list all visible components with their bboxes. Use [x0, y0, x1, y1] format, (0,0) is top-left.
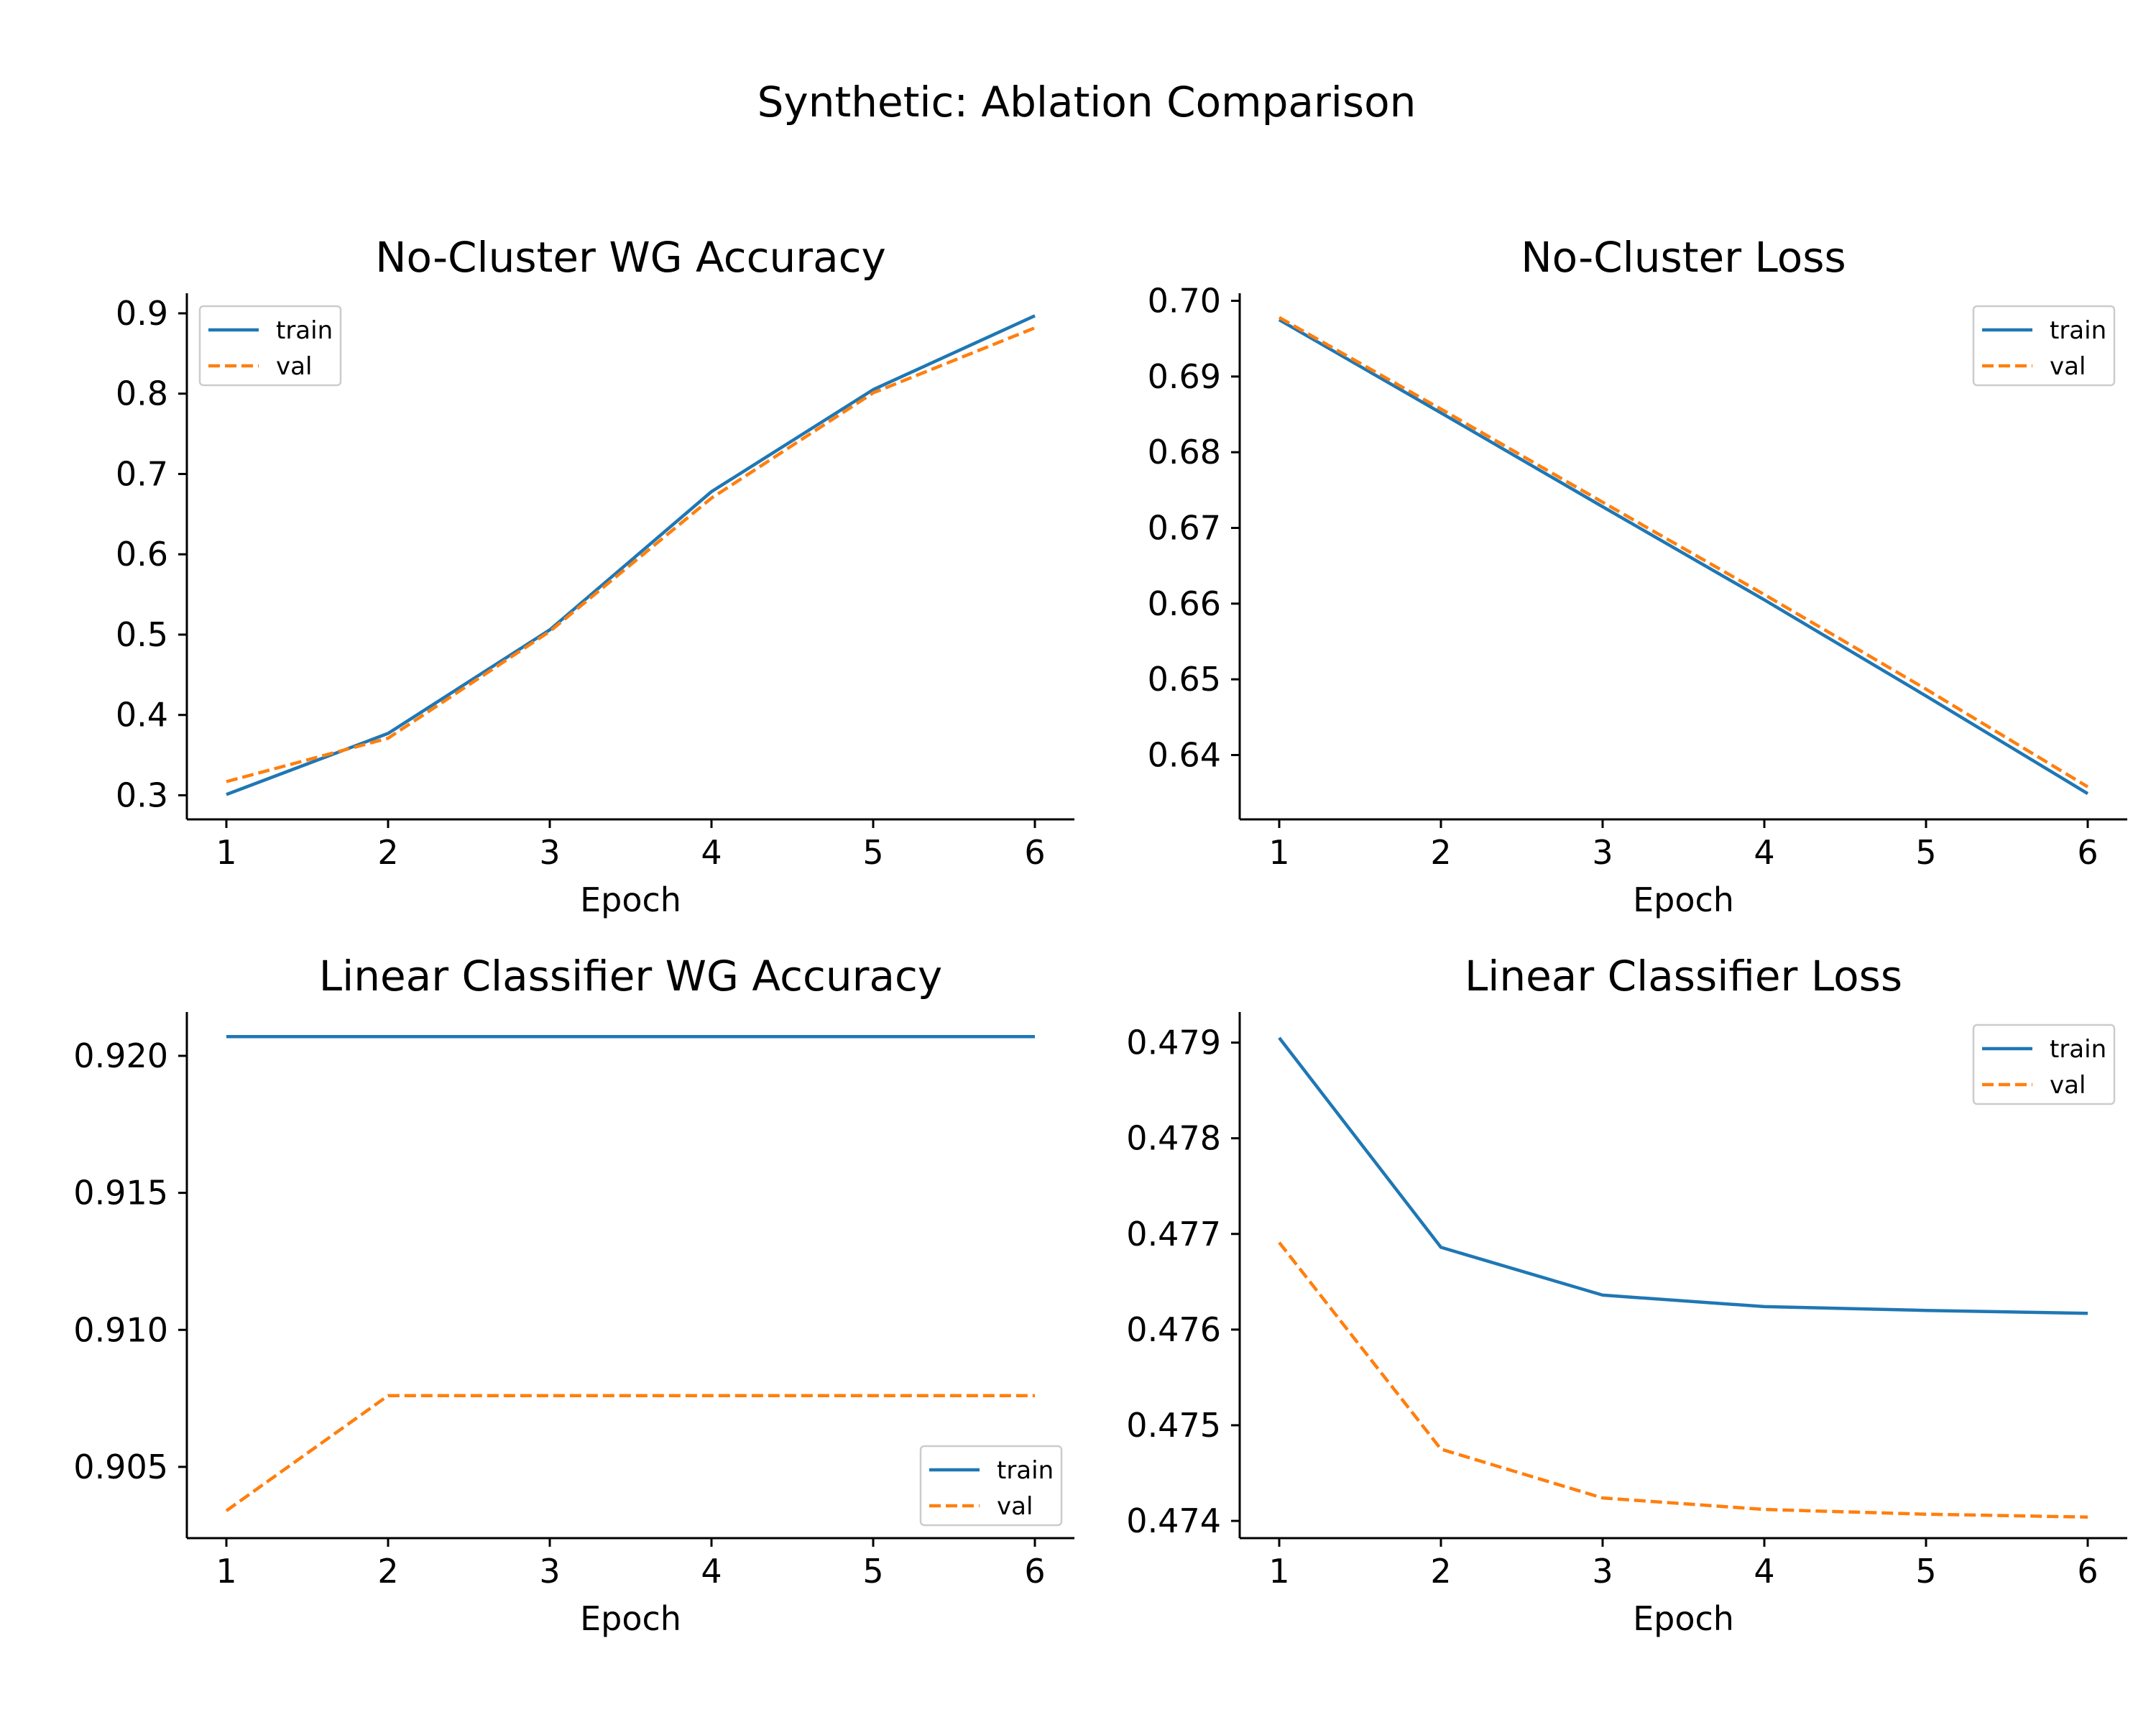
legend: train val	[1972, 1024, 2116, 1105]
y-tick-label: 0.4	[116, 696, 168, 735]
y-tick-label: 0.66	[1148, 584, 1221, 623]
legend-label-train: train	[276, 316, 333, 345]
series-line-val	[1278, 316, 2089, 788]
y-tick-label: 0.67	[1148, 509, 1221, 548]
y-tick-label: 0.8	[116, 374, 168, 413]
series-line-val	[1278, 1241, 2088, 1519]
y-tick-label: 0.7	[116, 454, 168, 493]
x-tick-label: 2	[1430, 1552, 1451, 1591]
x-axis-label: Epoch	[1633, 880, 1734, 919]
subplot-title: No-Cluster WG Accuracy	[375, 233, 886, 282]
series-line-train	[226, 314, 1036, 796]
subplot-4: Linear Classifier Loss 1 2 3 4 5 6 0.474 0.475 0.…	[1126, 952, 2127, 1638]
x-tick-label: 4	[701, 833, 722, 872]
y-tick-label: 0.70	[1148, 282, 1221, 321]
legend-label-train: train	[2050, 316, 2106, 345]
x-tick-label: 1	[1268, 833, 1289, 872]
x-tick-label: 3	[1592, 1552, 1613, 1591]
subplot-grid: No-Cluster WG Accuracy 1 2 3 4 5 6 0.3 0.4 0.5 0.6…	[73, 233, 2127, 1638]
x-axis-label: Epoch	[580, 880, 681, 919]
x-tick-label: 2	[1430, 833, 1451, 872]
y-tick-label: 0.6	[116, 535, 168, 574]
subplot-2: No-Cluster Loss 1 2 3 4 5 6 0.64 0.65 0.66 0.67 0.6…	[1148, 233, 2127, 919]
series-line-val	[225, 1394, 1035, 1512]
y-tick-label: 0.65	[1148, 660, 1221, 699]
x-tick-label: 4	[1754, 833, 1774, 872]
legend-label-train: train	[2050, 1035, 2106, 1064]
legend: train val	[919, 1445, 1063, 1527]
x-tick-label: 2	[377, 833, 398, 872]
x-tick-label: 4	[701, 1552, 722, 1591]
legend-label-val: val	[2050, 1071, 2086, 1100]
y-tick-label: 0.476	[1126, 1310, 1221, 1349]
x-axis-label: Epoch	[1633, 1599, 1734, 1638]
x-tick-label: 4	[1754, 1552, 1774, 1591]
legend-label-val: val	[276, 352, 312, 381]
y-tick-label: 0.68	[1148, 433, 1221, 472]
x-tick-label: 3	[1592, 833, 1613, 872]
figure-title: Synthetic: Ablation Comparison	[757, 78, 1416, 126]
subplot-title: Linear Classifier Loss	[1465, 952, 1902, 1000]
x-tick-label: 5	[1915, 1552, 1936, 1591]
y-tick-label: 0.474	[1126, 1501, 1221, 1540]
y-tick-label: 0.477	[1126, 1215, 1221, 1254]
subplot-3: Linear Classifier WG Accuracy 1 2 3 4 5 6 0.905…	[73, 952, 1074, 1638]
x-tick-label: 1	[216, 833, 236, 872]
legend-label-val: val	[997, 1492, 1033, 1521]
y-tick-label: 0.920	[73, 1036, 168, 1075]
x-tick-label: 6	[2077, 1552, 2098, 1591]
x-tick-label: 1	[216, 1552, 236, 1591]
y-tick-label: 0.910	[73, 1310, 168, 1349]
y-tick-label: 0.479	[1126, 1024, 1221, 1062]
x-tick-label: 3	[539, 1552, 560, 1591]
series-line-train	[1278, 1036, 2088, 1315]
y-tick-label: 0.9	[116, 294, 168, 333]
y-tick-label: 0.64	[1148, 735, 1221, 774]
series-line-val	[226, 326, 1036, 783]
y-tick-label: 0.915	[73, 1174, 168, 1213]
legend: train val	[198, 305, 342, 387]
x-tick-label: 1	[1268, 1552, 1289, 1591]
x-tick-label: 6	[1024, 833, 1045, 872]
subplot-title: Linear Classifier WG Accuracy	[319, 952, 942, 1000]
legend-label-train: train	[997, 1456, 1054, 1485]
x-tick-label: 5	[862, 833, 883, 872]
y-tick-label: 0.5	[116, 615, 168, 654]
x-tick-label: 3	[539, 833, 560, 872]
x-tick-label: 6	[1024, 1552, 1045, 1591]
y-tick-label: 0.3	[116, 776, 168, 814]
subplot-title: No-Cluster Loss	[1521, 233, 1846, 282]
y-tick-label: 0.69	[1148, 357, 1221, 396]
y-tick-label: 0.475	[1126, 1406, 1221, 1445]
x-tick-label: 2	[377, 1552, 398, 1591]
x-tick-label: 5	[862, 1552, 883, 1591]
x-tick-label: 6	[2077, 833, 2098, 872]
x-axis-label: Epoch	[580, 1599, 681, 1638]
legend-label-val: val	[2050, 352, 2086, 381]
subplot-1: No-Cluster WG Accuracy 1 2 3 4 5 6 0.3 0.4 0.5 0.6…	[116, 233, 1074, 919]
x-tick-label: 5	[1915, 833, 1936, 872]
legend: train val	[1972, 305, 2116, 387]
y-tick-label: 0.478	[1126, 1119, 1221, 1158]
series-line-train	[1278, 318, 2089, 796]
y-tick-label: 0.905	[73, 1448, 168, 1486]
